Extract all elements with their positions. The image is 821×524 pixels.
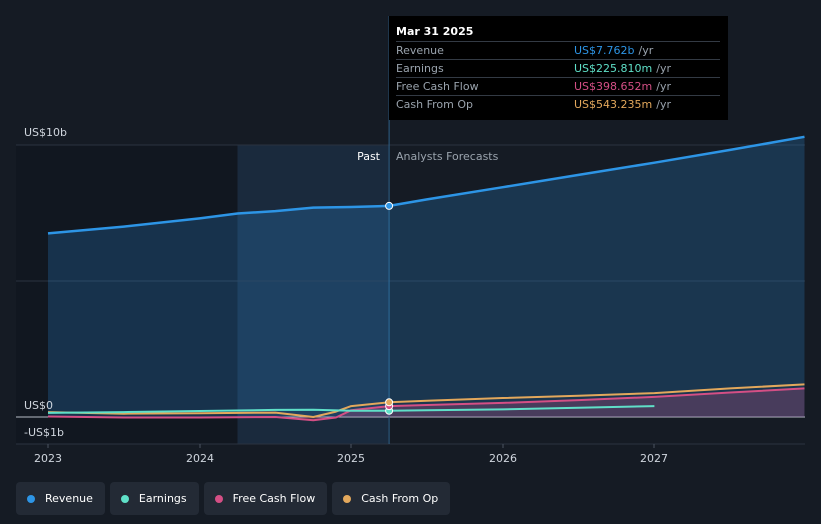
- past-section-label: Past: [357, 150, 381, 163]
- y-tick-label: US$0: [24, 399, 53, 412]
- revenue-line: [47, 135, 805, 235]
- y-tick-label: US$10b: [24, 126, 67, 139]
- x-tick-label: 2027: [640, 452, 668, 465]
- x-tick-label: 2023: [34, 452, 62, 465]
- forecast-section-label: Analysts Forecasts: [396, 150, 499, 163]
- tooltip-row-earnings: Earnings US$225.810m /yr: [396, 60, 720, 78]
- tooltip-unit: /yr: [638, 44, 654, 57]
- cash-from-op-line: [47, 383, 805, 418]
- y-tick-label: -US$1b: [24, 426, 64, 439]
- tooltip-label: Free Cash Flow: [396, 80, 479, 93]
- legend-label: Cash From Op: [361, 492, 439, 505]
- legend-item-free-cash-flow[interactable]: Free Cash Flow: [203, 482, 328, 515]
- x-tick-label: 2025: [337, 452, 365, 465]
- legend-label: Earnings: [138, 492, 187, 505]
- chart-legend: Revenue Earnings Free Cash Flow Cash Fro…: [16, 482, 451, 515]
- revenue-dot-icon: [27, 494, 35, 503]
- tooltip-row-cash-from-op: Cash From Op US$543.235m /yr: [396, 96, 720, 113]
- x-tick-label: 2026: [489, 452, 517, 465]
- tooltip-unit: /yr: [656, 62, 671, 75]
- series-layer: [47, 135, 805, 422]
- earnings-line: [47, 405, 655, 414]
- tooltip-date: Mar 31 2025: [396, 23, 720, 42]
- earnings-dot-icon: [120, 494, 129, 503]
- cash-from-op-dot-icon: [343, 494, 352, 503]
- tooltip-label: Earnings: [396, 62, 444, 75]
- past-background: [16, 145, 238, 444]
- legend-label: Revenue: [45, 492, 93, 505]
- tooltip-unit: /yr: [656, 98, 671, 111]
- tooltip-value: US$225.810m: [574, 62, 653, 75]
- legend-item-cash-from-op[interactable]: Cash From Op: [332, 482, 451, 515]
- free-cash-flow-dot-icon: [214, 494, 223, 503]
- legend-label: Free Cash Flow: [232, 492, 316, 505]
- tooltip-unit: /yr: [656, 80, 671, 93]
- tooltip-label: Cash From Op: [396, 98, 474, 111]
- free-cash-flow-line: [47, 387, 805, 422]
- highlight-range-background: [237, 145, 390, 444]
- hover-markers: [385, 201, 394, 415]
- legend-item-revenue[interactable]: Revenue: [16, 482, 105, 515]
- tooltip-value: US$7.762b: [574, 44, 635, 57]
- x-axis-ticks: 2023 2024 2025 2026 2027: [34, 444, 668, 465]
- tooltip-value: US$543.235m: [574, 98, 653, 111]
- tooltip-label: Revenue: [396, 44, 444, 57]
- revenue-marker: [385, 201, 394, 210]
- x-tick-label: 2024: [186, 452, 214, 465]
- revenue-area: [48, 136, 805, 418]
- data-tooltip: Mar 31 2025 Revenue US$7.762b /yr Earnin…: [389, 16, 728, 120]
- legend-item-earnings[interactable]: Earnings: [109, 482, 199, 515]
- tooltip-value: US$398.652m: [574, 80, 653, 93]
- cash-from-op-marker: [385, 398, 394, 407]
- chart-background-layer: [16, 145, 390, 444]
- tooltip-row-revenue: Revenue US$7.762b /yr: [396, 42, 720, 60]
- free-cash-flow-area: [48, 388, 805, 421]
- tooltip-row-free-cash-flow: Free Cash Flow US$398.652m /yr: [396, 78, 720, 96]
